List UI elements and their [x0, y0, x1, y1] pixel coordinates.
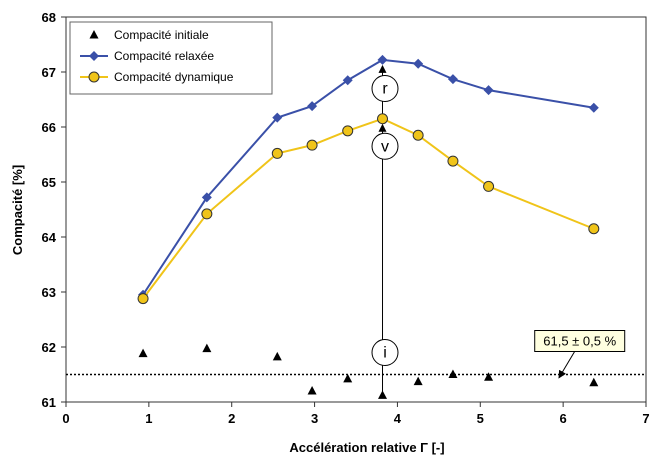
y-tick-label: 68	[42, 10, 56, 25]
x-tick-label: 7	[642, 411, 649, 426]
data-point-circle	[271, 147, 283, 159]
data-point-triangle	[202, 343, 212, 353]
x-tick-label: 0	[62, 411, 69, 426]
data-point-triangle	[589, 377, 599, 387]
y-tick-label: 66	[42, 120, 56, 135]
annotations: r v i 61,5 ± 0,5 %	[371, 75, 626, 366]
legend-marker-diamond	[89, 51, 99, 61]
legend: Compacité initiale Compacité relaxée Compa…	[69, 21, 273, 95]
data-point-diamond	[201, 192, 212, 203]
legend-item: Compacité relaxée	[80, 49, 214, 63]
y-tick-label: 63	[42, 285, 56, 300]
legend-marker-triangle	[89, 30, 99, 39]
annotation-label: i	[383, 345, 387, 362]
x-tick-label: 6	[560, 411, 567, 426]
series-circle	[137, 113, 600, 305]
data-point-diamond	[413, 58, 424, 69]
x-tick-label: 5	[477, 411, 484, 426]
x-tick-label: 3	[311, 411, 318, 426]
x-tick-label: 1	[145, 411, 152, 426]
y-tick-label: 64	[42, 230, 57, 245]
series-triangle	[138, 343, 599, 399]
data-point-circle	[483, 180, 495, 192]
y-axis-title: Compacité [%]	[10, 165, 25, 255]
y-tick-label: 62	[42, 340, 56, 355]
data-point-diamond	[588, 102, 599, 113]
data-point-triangle	[484, 372, 494, 381]
legend-marker-circle	[88, 71, 100, 83]
series-line	[142, 58, 594, 296]
x-tick-label: 4	[394, 411, 402, 426]
data-point-circle	[342, 125, 354, 137]
y-tick-label: 65	[42, 175, 56, 190]
x-axis-title: Accélération relative Γ [-]	[289, 440, 444, 455]
y-tick-label: 61	[42, 395, 56, 410]
data-point-circle	[447, 155, 459, 167]
data-point-diamond	[483, 85, 494, 96]
data-point-circle	[137, 293, 149, 305]
data-point-circle	[306, 139, 318, 151]
data-point-triangle	[138, 348, 148, 358]
annotation-circle	[371, 75, 399, 102]
annotation-label: v	[381, 138, 389, 155]
data-point-diamond	[272, 112, 283, 123]
x-tick-label: 2	[228, 411, 235, 426]
data-point-circle	[588, 223, 600, 235]
y-axis-ticks: 61 62 63 64 65 66 67 68	[42, 10, 66, 410]
legend-label: Compacité initiale	[114, 28, 209, 42]
data-point-triangle	[413, 376, 423, 386]
series-diamond	[138, 54, 599, 300]
series-line	[142, 117, 595, 300]
y-tick-label: 67	[42, 65, 56, 80]
annotation-label: r	[382, 81, 388, 98]
annotation-circle	[371, 132, 399, 160]
data-point-triangle	[307, 386, 317, 395]
legend-label: Compacité relaxée	[114, 49, 214, 63]
series-layer	[137, 54, 600, 399]
data-point-diamond	[447, 74, 458, 85]
data-point-triangle	[448, 369, 458, 378]
x-axis-ticks: 0 1 2 3 4 5 6 7	[62, 402, 650, 426]
annotation-box	[534, 330, 626, 352]
data-point-triangle	[272, 351, 282, 361]
data-point-diamond	[377, 54, 388, 65]
data-point-circle	[412, 129, 424, 141]
legend-item: Compacité dynamique	[80, 70, 234, 84]
legend-item: Compacité initiale	[89, 28, 209, 42]
annotation-box-label: 61,5 ± 0,5 %	[543, 334, 616, 349]
data-point-diamond	[342, 75, 353, 86]
annotation-circle	[371, 339, 399, 366]
data-point-triangle	[378, 390, 388, 399]
legend-box	[69, 21, 273, 95]
data-point-circle	[201, 208, 213, 220]
data-point-diamond	[307, 101, 318, 112]
data-point-circle	[377, 113, 389, 125]
data-point-triangle	[343, 373, 353, 383]
legend-label: Compacité dynamique	[114, 70, 234, 84]
